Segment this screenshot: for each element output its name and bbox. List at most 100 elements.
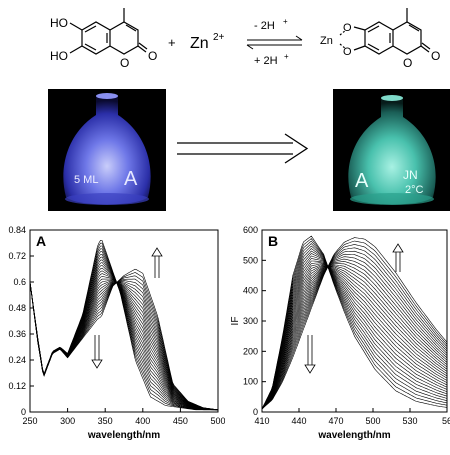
spectrum-line	[29, 259, 218, 411]
left-photo-label-2: A	[124, 168, 138, 190]
left-photo-label-1: 5 ML	[74, 174, 98, 186]
x-axis-label: wavelength/nm	[87, 430, 160, 441]
spectrum-line	[261, 265, 448, 410]
spectrum-line	[261, 250, 448, 410]
right-photo-label-1: A	[355, 170, 369, 192]
forward-label: - 2H	[254, 20, 275, 32]
spectrum-line	[261, 237, 448, 410]
spectrum-line	[261, 263, 448, 410]
y-tick-label: 0.12	[8, 381, 26, 391]
product-o-top: O	[343, 22, 352, 34]
y-tick-label: 0	[21, 407, 26, 417]
x-tick-label: 440	[291, 416, 306, 426]
reverse-charge: +	[284, 52, 289, 61]
right-photo-label-2: JN	[403, 168, 418, 182]
y-tick-label: 200	[243, 346, 258, 356]
spectrum-line	[261, 261, 448, 410]
spectrum-line	[261, 261, 448, 410]
photo-blue-flask: 5 ML A	[48, 89, 166, 211]
spectrum-line	[261, 264, 448, 410]
increase-arrow-head	[392, 243, 404, 253]
spectrum-line	[261, 235, 448, 410]
spectrum-line	[261, 248, 448, 410]
increase-arrow-head	[151, 247, 163, 257]
spectrum-line	[29, 253, 218, 411]
x-tick-label: 250	[22, 416, 37, 426]
spectrum-line	[29, 248, 218, 411]
absorbance-chart: 0 0.12 0.24 0.36 0.48 0.6 0.72 0.84 250 300 350 400…	[8, 225, 225, 441]
ring-o-label: O	[120, 56, 129, 70]
spectrum-line	[261, 250, 448, 410]
x-tick-label: 500	[365, 416, 380, 426]
x-tick-label: 530	[402, 416, 417, 426]
y-tick-label: 500	[243, 255, 258, 265]
product-structure	[339, 8, 431, 55]
product-ring-o: O	[403, 56, 412, 70]
spectrum-line	[29, 242, 218, 411]
x-tick-label: 300	[60, 416, 75, 426]
y-tick-label: 0.48	[8, 303, 26, 313]
spectrum-line	[261, 240, 448, 410]
spectrum-line	[261, 260, 448, 410]
transition-arrow	[175, 131, 310, 166]
product-zn: Zn	[320, 35, 333, 47]
plus-sign: +	[168, 35, 176, 50]
panel-label: A	[36, 233, 46, 249]
y-tick-label: 300	[243, 316, 258, 326]
right-photo-label-3: 2°C	[405, 184, 424, 196]
spectrum-line	[261, 244, 448, 410]
spectrum-line	[261, 245, 448, 410]
ho-top-label: HO	[50, 16, 68, 30]
panel-label: B	[268, 233, 278, 249]
carbonyl-o-label: O	[148, 49, 157, 63]
decrease-arrow-head	[91, 359, 103, 369]
x-tick-label: 450	[173, 416, 188, 426]
zinc-symbol: Zn	[190, 35, 209, 52]
fluorescence-chart: 0 100 200 300 400 500 600 410 440 470 500 530 56 Bwav…	[230, 225, 450, 441]
spectrum-line	[29, 268, 219, 411]
y-tick-label: 600	[243, 225, 258, 235]
reaction-scheme: HO HO O O + Zn 2+ - 2H + + 2H +	[0, 0, 450, 85]
spectrum-line	[29, 273, 219, 411]
product-o-bottom: O	[343, 46, 352, 58]
spectrum-line	[261, 263, 448, 410]
spectrum-line	[261, 258, 448, 410]
spectrum-line	[261, 253, 448, 410]
spectrum-line	[261, 256, 448, 410]
y-tick-label: 0	[253, 407, 258, 417]
forward-charge: +	[283, 17, 288, 26]
spectrum-line	[261, 264, 448, 410]
spectrum-line	[261, 253, 448, 410]
spectrum-line	[261, 240, 448, 410]
y-tick-label: 0.84	[8, 225, 26, 235]
photo-green-flask: A JN 2°C	[333, 89, 450, 211]
spectrum-line	[261, 238, 448, 410]
y-tick-label: 0.36	[8, 329, 26, 339]
spectrum-line	[29, 245, 218, 411]
reverse-label: + 2H	[254, 55, 278, 67]
x-tick-label: 470	[328, 416, 343, 426]
plot-frame	[29, 229, 219, 413]
spectrum-line	[261, 255, 448, 410]
equilibrium-arrows	[246, 35, 303, 50]
spectrum-line	[261, 265, 448, 410]
spectrum-line	[29, 256, 218, 411]
spectrum-line	[261, 243, 448, 410]
y-tick-label: 400	[243, 286, 258, 296]
spectrum-line	[261, 264, 448, 410]
spectrum-line	[261, 262, 448, 410]
y-tick-label: 0.6	[13, 277, 26, 287]
product-carbonyl-o: O	[431, 49, 440, 63]
chart-panel-a: 0 0.12 0.24 0.36 0.48 0.6 0.72 0.84 250 300 350 400…	[0, 220, 225, 455]
x-tick-label: 56	[442, 416, 450, 426]
spectrum-line	[261, 266, 448, 410]
ho-bottom-label: HO	[50, 49, 68, 63]
spectrum-line	[29, 239, 218, 411]
zinc-charge: 2+	[213, 32, 225, 43]
reactant-structure	[69, 8, 148, 55]
decrease-arrow-head	[304, 364, 316, 374]
x-axis-label: wavelength/nm	[317, 430, 390, 441]
spectrum-line	[261, 258, 448, 410]
x-tick-label: 500	[210, 416, 225, 426]
